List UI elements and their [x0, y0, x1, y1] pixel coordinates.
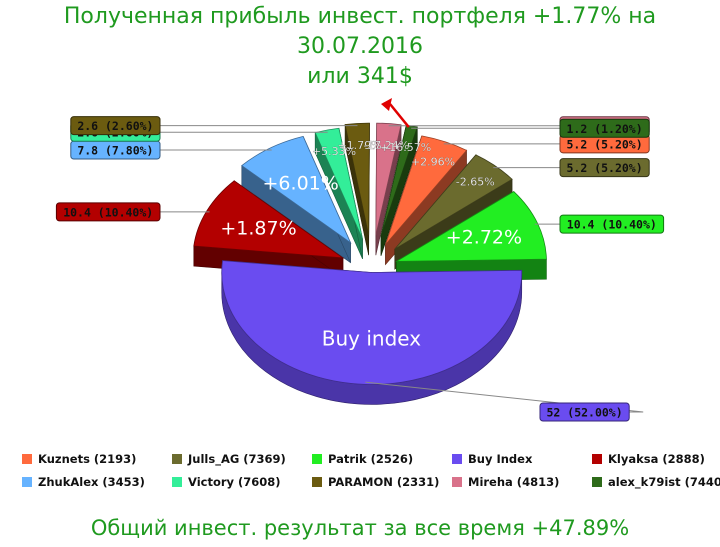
- title-line-1: Полученная прибыль инвест. портфеля +1.7…: [63, 4, 657, 59]
- legend-item: Patrik (2526): [312, 452, 413, 466]
- pie-slice-buy-index: [221, 260, 523, 385]
- slice-return-label: +1.87%: [220, 217, 296, 239]
- legend-label: Victory (7608): [188, 475, 281, 489]
- slice-return-label: +2.72%: [446, 226, 522, 248]
- slice-return-label: Buy index: [322, 327, 421, 351]
- legend-swatch: [312, 477, 322, 487]
- legend-item: PARAMON (2331): [312, 475, 439, 489]
- highlight-arrow-line: [389, 103, 410, 128]
- callout-value-label: 52 (52.00%): [547, 406, 623, 420]
- legend-item: Buy Index: [452, 452, 532, 466]
- slice-return-label: +1.79%: [337, 139, 381, 152]
- legend-label: Klyaksa (2888): [608, 452, 705, 466]
- callout-line: [365, 381, 644, 413]
- slice-return-label: -17.24%: [363, 139, 409, 152]
- legend-label: alex_k79ist (7440): [608, 475, 720, 489]
- callout-box: [539, 402, 630, 422]
- legend-item: Mireha (4813): [452, 475, 559, 489]
- legend-label: Mireha (4813): [468, 475, 560, 489]
- callout-box: [55, 202, 161, 222]
- slice-return-labels: +2.96%-2.65% +2.72% Buy index +1.87% +6.01% +…: [220, 139, 522, 351]
- footer-result: Общий инвест. результат за все время +47…: [90, 516, 630, 540]
- legend-item: Victory (7608): [172, 475, 281, 489]
- callout-value-label: 5.2 (5.20%): [567, 161, 643, 175]
- pie-slice-kuznets-2193: [385, 135, 468, 245]
- legend-label: Kuznets (2193): [38, 452, 137, 466]
- pie-slice-julls-ag-7369: [394, 154, 513, 250]
- callout-value-label: 5.2 (5.20%): [567, 137, 643, 151]
- pie-slice-zhukalex-3453: [241, 135, 352, 244]
- slice-return-label: +2.96%: [411, 155, 455, 168]
- callout-value-label: 10.4 (10.40%): [63, 205, 153, 219]
- callout-box: [559, 118, 650, 138]
- title-line-2: или 341$: [307, 64, 413, 89]
- pie-slice-klyaksa-2888: [193, 180, 345, 259]
- legend-swatch: [452, 454, 462, 464]
- legend-label: ZhukAlex (3453): [38, 475, 145, 489]
- legend-swatch: [592, 454, 602, 464]
- slice-return-label: +5.33%: [312, 145, 356, 158]
- legend-item: Julls_AG (7369): [172, 452, 286, 466]
- slice-return-label: +6.01%: [263, 173, 339, 195]
- legend-swatch: [22, 477, 32, 487]
- callout-value-label: 1.2 (1.20%): [567, 122, 643, 136]
- slice-return-label: -2.65%: [456, 176, 495, 189]
- legend-swatch: [172, 454, 182, 464]
- pie-slice-tops: [193, 122, 547, 385]
- legend-label: Buy Index: [468, 452, 533, 466]
- callout-box: [70, 116, 161, 136]
- legend-item: ZhukAlex (3453): [22, 475, 145, 489]
- callout-value-label: 7.8 (7.80%): [77, 144, 153, 158]
- legend-item: alex_k79ist (7440): [592, 475, 720, 489]
- pie-slice-patrik-2526: [394, 191, 547, 262]
- pie-slice-mireha-4813: [375, 122, 402, 236]
- chart-title: Полученная прибыль инвест. портфеля +1.7…: [0, 2, 720, 92]
- legend-swatch: [452, 477, 462, 487]
- legend-swatch: [312, 454, 322, 464]
- slice-value-callouts: 5.2 (5.20%) 5.2 (5.20%) 10.4 (10.40%) 52 (5…: [55, 116, 665, 422]
- legend-label: Julls_AG (7369): [188, 452, 286, 466]
- legend-swatch: [592, 477, 602, 487]
- slice-return-label: +16.57%: [380, 141, 431, 154]
- callout-value-label: 2.6 (2.60%): [77, 119, 153, 133]
- legend-label: PARAMON (2331): [328, 475, 440, 489]
- legend-label: Patrik (2526): [328, 452, 414, 466]
- callout-box: [559, 158, 650, 178]
- highlight-arrow-head: [381, 98, 392, 111]
- callout-box: [559, 214, 665, 234]
- legend-swatch: [22, 454, 32, 464]
- callout-value-label: 10.4 (10.40%): [567, 218, 657, 232]
- legend-swatch: [172, 477, 182, 487]
- legend-item: Klyaksa (2888): [592, 452, 705, 466]
- pie-slice-paramon-2331: [344, 122, 370, 236]
- legend-item: Kuznets (2193): [22, 452, 136, 466]
